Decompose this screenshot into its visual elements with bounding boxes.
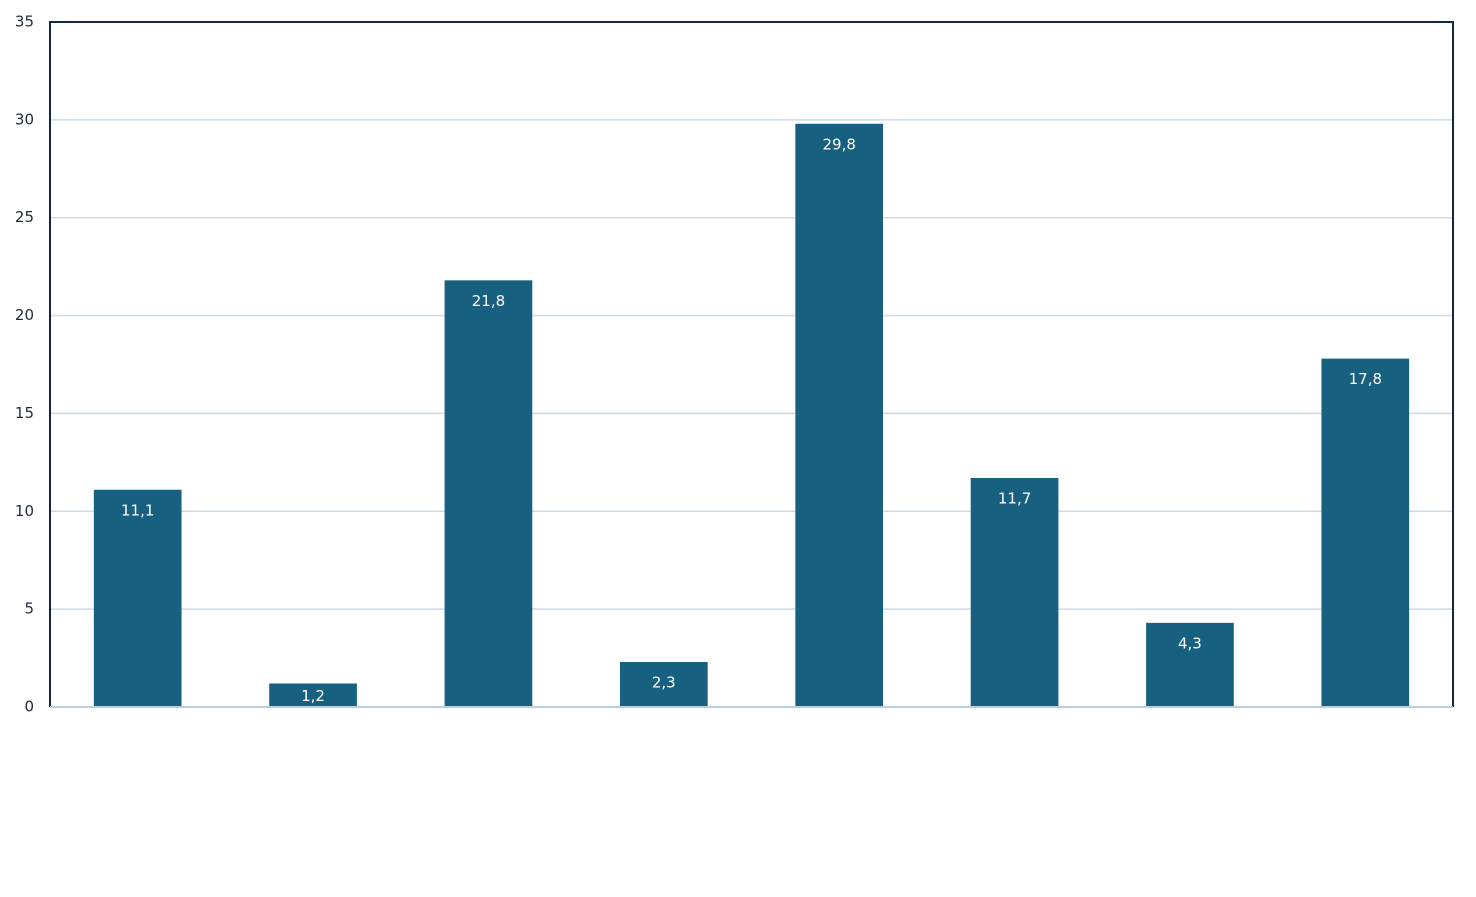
value-label: 29,8 (822, 135, 855, 153)
bar (444, 280, 533, 707)
bar (269, 683, 357, 707)
value-label: 17,8 (1349, 370, 1382, 388)
bar (619, 661, 708, 707)
value-label: 11,1 (121, 501, 154, 519)
y-tick-label: 10 (15, 502, 34, 520)
y-tick-label: 35 (15, 13, 34, 31)
bar (93, 489, 182, 707)
y-tick-label: 15 (15, 404, 34, 422)
y-tick-label: 30 (15, 110, 34, 128)
value-label: 4,3 (1178, 634, 1202, 652)
y-tick-label: 5 (24, 600, 34, 618)
bar (795, 123, 884, 708)
value-label: 11,7 (998, 490, 1031, 508)
y-tick-label: 20 (15, 306, 34, 324)
bar (970, 478, 1059, 707)
plot-frame (49, 21, 1454, 707)
value-label: 1,2 (301, 687, 325, 705)
bar (1146, 622, 1234, 707)
y-tick-label: 25 (15, 208, 34, 226)
bar (1321, 358, 1410, 707)
y-tick-label: 0 (24, 698, 34, 716)
value-label: 2,3 (652, 673, 676, 691)
value-label: 21,8 (472, 292, 505, 310)
